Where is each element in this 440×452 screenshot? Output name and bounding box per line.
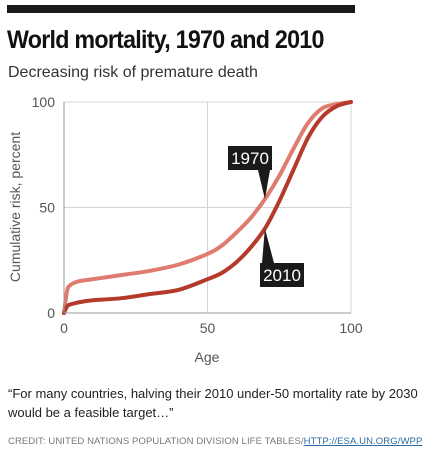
chart-title: World mortality, 1970 and 2010 <box>7 26 324 54</box>
label-box <box>260 263 304 287</box>
label-box <box>228 146 272 170</box>
credit-link[interactable]: HTTP://ESA.UN.ORG/WPP <box>303 436 423 447</box>
x-tick-label: 50 <box>200 320 216 336</box>
y-tick-label: 100 <box>32 94 56 110</box>
chart-subtitle: Decreasing risk of premature death <box>8 64 258 81</box>
mortality-line-chart: 0 50 100 0 50 100 Age Cumulative risk, percen… <box>7 94 363 365</box>
x-tick-label: 0 <box>60 320 68 336</box>
x-tick-label: 100 <box>339 320 363 336</box>
label-pointer <box>262 228 274 263</box>
credit-line: CREDIT: UNITED NATIONS POPULATION DIVISI… <box>8 436 422 447</box>
y-tick-label: 0 <box>47 305 55 321</box>
label-pointer <box>258 170 270 200</box>
axes <box>63 102 351 314</box>
tick-labels: 0 50 100 0 50 100 <box>32 94 363 336</box>
series-label-2010: 2010 <box>260 228 304 287</box>
series-labels: 1970 2010 <box>228 146 304 287</box>
footer-quote: “For many countries, halving their 2010 … <box>8 386 418 420</box>
series-label-text: 2010 <box>263 266 301 285</box>
series-line-1970 <box>62 100 353 315</box>
y-tick-label: 50 <box>39 200 55 216</box>
x-axis-label: Age <box>195 349 220 365</box>
series-lines <box>62 100 353 315</box>
y-axis-label: Cumulative risk, percent <box>7 132 23 282</box>
series-line-2010 <box>62 100 353 315</box>
series-label-text: 1970 <box>231 149 269 168</box>
series-label-1970: 1970 <box>228 146 272 200</box>
credit-text: CREDIT: UNITED NATIONS POPULATION DIVISI… <box>8 436 304 447</box>
header-rule <box>7 5 355 13</box>
